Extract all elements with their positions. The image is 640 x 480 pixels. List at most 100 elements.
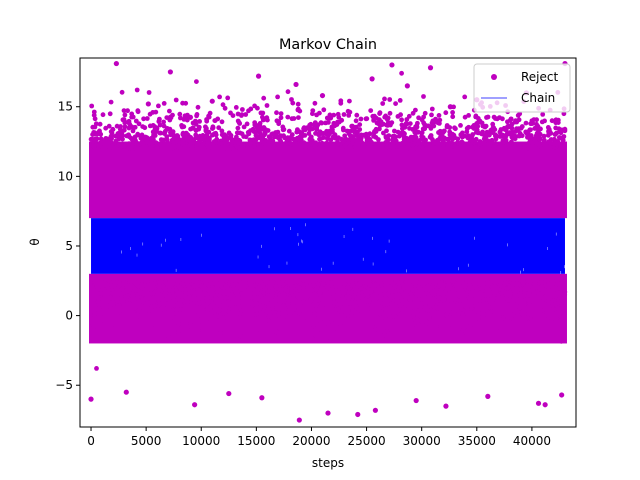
reject-point bbox=[385, 301, 390, 307]
reject-point bbox=[366, 135, 371, 141]
reject-point bbox=[388, 326, 394, 332]
reject-point bbox=[188, 115, 193, 120]
reject-point bbox=[488, 300, 494, 306]
reject-point bbox=[174, 281, 180, 287]
reject-point bbox=[156, 292, 162, 297]
reject-point bbox=[355, 299, 361, 305]
reject-point bbox=[433, 116, 438, 122]
reject-point bbox=[180, 132, 186, 137]
reject-point bbox=[384, 128, 389, 134]
reject-point bbox=[383, 317, 389, 322]
reject-point bbox=[226, 291, 231, 297]
reject-point bbox=[392, 128, 397, 134]
reject-point bbox=[342, 290, 348, 295]
reject-point bbox=[519, 310, 525, 316]
reject-point bbox=[378, 291, 384, 297]
reject-point bbox=[233, 105, 239, 110]
reject-point bbox=[537, 143, 542, 149]
reject-point bbox=[93, 121, 99, 127]
reject-outlier-point bbox=[319, 92, 326, 99]
x-tick-label: 20000 bbox=[292, 434, 330, 448]
reject-point bbox=[538, 126, 543, 132]
reject-point bbox=[107, 303, 113, 308]
reject-point bbox=[244, 121, 250, 127]
reject-point bbox=[220, 310, 226, 316]
reject-point bbox=[177, 111, 183, 117]
reject-point bbox=[295, 101, 301, 107]
reject-point bbox=[561, 300, 567, 305]
reject-point bbox=[433, 310, 439, 316]
reject-point bbox=[240, 107, 245, 112]
reject-point bbox=[148, 136, 154, 141]
reject-point bbox=[193, 127, 199, 133]
reject-point bbox=[238, 333, 243, 339]
reject-point bbox=[516, 117, 522, 123]
reject-point bbox=[420, 136, 426, 142]
reject-point bbox=[445, 300, 450, 306]
reject-point bbox=[319, 301, 325, 306]
reject-point bbox=[168, 144, 173, 150]
reject-point bbox=[509, 145, 515, 150]
reject-point bbox=[428, 134, 434, 139]
reject-point bbox=[237, 121, 243, 126]
reject-point bbox=[341, 127, 346, 133]
x-tick-label: 25000 bbox=[347, 434, 385, 448]
reject-point bbox=[413, 146, 419, 151]
reject-point bbox=[212, 118, 218, 123]
reject-point bbox=[147, 123, 153, 129]
reject-point bbox=[465, 289, 471, 295]
reject-point bbox=[480, 299, 486, 304]
reject-point bbox=[214, 313, 220, 319]
reject-point bbox=[425, 123, 431, 129]
reject-point bbox=[241, 303, 246, 309]
reject-point bbox=[517, 133, 522, 139]
reject-outlier-point bbox=[542, 402, 548, 408]
reject-point bbox=[279, 287, 285, 292]
reject-point bbox=[114, 123, 120, 129]
reject-point bbox=[413, 107, 418, 113]
reject-point bbox=[255, 105, 260, 111]
reject-point bbox=[212, 310, 218, 315]
reject-point bbox=[415, 317, 420, 322]
reject-point bbox=[358, 116, 364, 122]
reject-point bbox=[349, 282, 355, 288]
reject-point bbox=[380, 333, 386, 338]
reject-point bbox=[408, 297, 413, 303]
reject-point bbox=[548, 137, 554, 142]
reject-point bbox=[126, 125, 132, 131]
reject-point bbox=[493, 326, 499, 332]
reject-point bbox=[314, 328, 320, 334]
reject-point bbox=[533, 281, 538, 286]
reject-point bbox=[93, 316, 98, 322]
reject-point bbox=[110, 290, 116, 296]
reject-point bbox=[210, 126, 215, 131]
reject-point bbox=[208, 299, 214, 304]
reject-point bbox=[239, 131, 245, 137]
reject-point bbox=[471, 123, 477, 129]
reject-point bbox=[425, 307, 430, 313]
reject-point bbox=[530, 140, 536, 146]
reject-point bbox=[347, 98, 352, 104]
reject-point bbox=[422, 126, 428, 132]
reject-point bbox=[433, 298, 439, 304]
reject-outlier-point bbox=[167, 69, 173, 75]
reject-point bbox=[473, 296, 479, 301]
reject-point bbox=[291, 116, 297, 121]
reject-point bbox=[180, 141, 186, 147]
reject-point bbox=[510, 286, 516, 292]
reject-point bbox=[328, 336, 333, 342]
reject-point bbox=[395, 292, 401, 298]
reject-point bbox=[487, 280, 493, 286]
reject-point bbox=[120, 291, 126, 296]
reject-point bbox=[109, 130, 115, 136]
reject-point bbox=[476, 298, 482, 303]
reject-point bbox=[374, 142, 380, 148]
reject-point bbox=[439, 310, 445, 315]
reject-point bbox=[444, 287, 450, 293]
reject-point bbox=[542, 313, 548, 318]
reject-point bbox=[525, 129, 531, 135]
reject-point bbox=[312, 100, 318, 106]
reject-point bbox=[217, 293, 223, 298]
reject-point bbox=[412, 287, 418, 293]
reject-point bbox=[143, 311, 149, 317]
